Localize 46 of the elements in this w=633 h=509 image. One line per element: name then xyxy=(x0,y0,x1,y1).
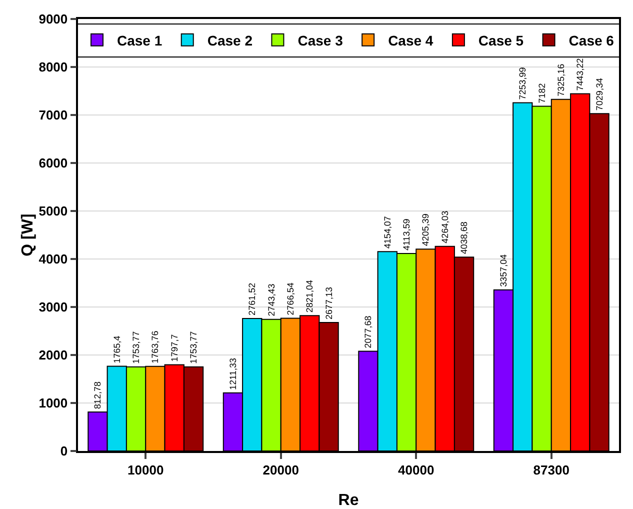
data-label: 4113,59 xyxy=(402,218,412,251)
y-tick-label: 7000 xyxy=(38,108,68,123)
data-label: 4264,03 xyxy=(440,210,450,244)
data-label: 4205,39 xyxy=(420,214,431,246)
y-tick-label: 8000 xyxy=(38,60,68,75)
data-label: 4154,07 xyxy=(382,216,392,249)
y-tick-label: 0 xyxy=(60,444,68,459)
x-tick-label: 40000 xyxy=(398,462,434,478)
y-tick-label: 9000 xyxy=(38,12,68,27)
legend-label: Case 4 xyxy=(388,32,434,48)
x-tick-label: 10000 xyxy=(128,462,164,478)
legend-label: Case 2 xyxy=(207,32,253,48)
x-tick-label: 87300 xyxy=(533,462,570,478)
y-tick-label: 1000 xyxy=(38,396,68,411)
data-label: 2743,43 xyxy=(266,284,276,316)
data-label: 2766,54 xyxy=(285,282,296,316)
data-label: 3357,04 xyxy=(498,254,508,287)
y-tick-label: 3000 xyxy=(38,300,68,315)
data-label: 2677,13 xyxy=(324,286,334,320)
y-tick-label: 6000 xyxy=(38,156,68,171)
data-label: 4038,68 xyxy=(459,222,470,254)
data-label: 7325,16 xyxy=(556,64,566,96)
legend-label: Case 6 xyxy=(568,32,614,48)
data-label: 2077,68 xyxy=(363,316,374,348)
x-axis-title: Re xyxy=(338,492,359,509)
data-label: 1211,33 xyxy=(228,358,238,390)
data-label: 2821,04 xyxy=(304,280,315,313)
y-tick-label: 2000 xyxy=(38,348,68,363)
data-label: 1763,76 xyxy=(150,330,160,364)
y-tick-label: 4000 xyxy=(38,252,68,267)
data-label: 7029,34 xyxy=(594,78,604,111)
y-tick-label: 5000 xyxy=(38,204,68,219)
data-label: 7253,99 xyxy=(518,67,528,100)
data-label: 2761,52 xyxy=(247,282,258,316)
data-label: 7443,22 xyxy=(575,58,586,91)
data-label: 1797,7 xyxy=(169,334,180,362)
data-label: 7182 xyxy=(536,83,547,104)
data-label: 1753,77 xyxy=(131,331,142,364)
x-tick-label: 20000 xyxy=(262,462,299,478)
legend-label: Case 5 xyxy=(478,32,524,48)
data-label: 1753,77 xyxy=(188,331,199,364)
data-label: 812,78 xyxy=(92,381,103,409)
legend-label: Case 3 xyxy=(298,32,344,48)
legend-label: Case 1 xyxy=(117,32,162,48)
data-label: 1765,4 xyxy=(112,336,122,364)
y-axis-title: Q [W] xyxy=(20,214,37,256)
